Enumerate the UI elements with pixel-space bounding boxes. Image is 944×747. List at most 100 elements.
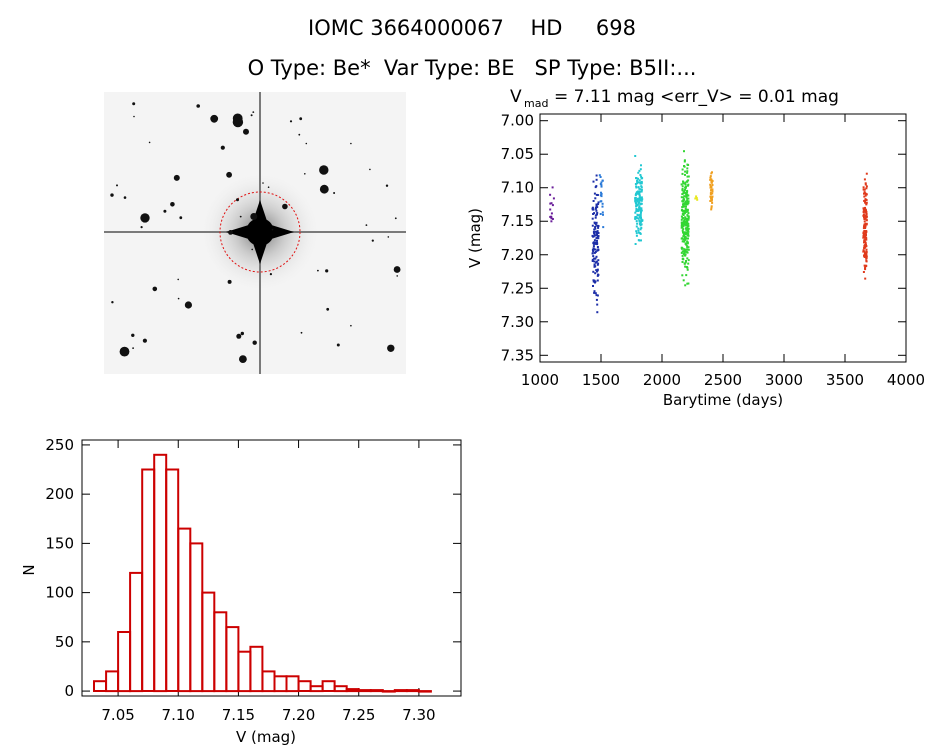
- hist-bar: [129, 571, 144, 693]
- lc-data-point: [680, 237, 683, 240]
- lc-data-point: [684, 183, 687, 186]
- lc-data-point: [864, 244, 867, 246]
- lc-data-point: [709, 192, 712, 194]
- lc-data-point: [687, 218, 690, 221]
- lc-data-point: [635, 185, 638, 188]
- lc-data-point: [594, 216, 597, 219]
- lc-data-point: [684, 173, 686, 176]
- lc-data-point: [865, 213, 868, 215]
- hist-bar: [141, 468, 156, 692]
- lc-data-point: [639, 210, 642, 213]
- lc-data-point: [596, 269, 599, 272]
- lc-data-point: [594, 207, 597, 210]
- lc-data-point: [683, 218, 686, 221]
- lc-data-point: [636, 197, 639, 200]
- star-mark: [298, 133, 301, 136]
- lc-data-point: [683, 248, 686, 251]
- lc-data-point: [683, 160, 686, 163]
- lc-data-point: [686, 194, 689, 197]
- lc-data-point: [682, 279, 685, 282]
- hist-bar: [189, 542, 204, 693]
- hist-bar: [177, 527, 192, 693]
- lc-data-point: [683, 240, 686, 243]
- lc-x-tick-label: 1500: [582, 371, 620, 389]
- lc-data-point: [862, 271, 865, 273]
- lc-data-point: [680, 221, 683, 224]
- lc-data-point: [640, 199, 643, 202]
- lc-data-point: [685, 217, 687, 220]
- lc-data-point: [597, 235, 600, 238]
- lc-data-point: [711, 180, 714, 182]
- lc-data-point: [596, 194, 599, 196]
- lc-data-point: [709, 200, 712, 202]
- lc-title-main: V: [510, 87, 522, 107]
- lc-data-point: [709, 176, 712, 179]
- star-mark: [371, 239, 374, 242]
- lc-plot-frame: [539, 113, 907, 363]
- lc-data-point: [863, 256, 866, 258]
- lc-data-point: [595, 269, 598, 272]
- star-mark: [369, 168, 371, 171]
- lc-data-point: [638, 193, 641, 196]
- lc-data-point: [680, 218, 683, 221]
- lc-data-point: [596, 206, 599, 209]
- lc-data-point: [596, 236, 599, 239]
- chart-title-line2: O Type: Be* Var Type: BE SP Type: B5II:.…: [247, 56, 697, 80]
- lc-x-tick-label: 3500: [826, 371, 864, 389]
- lc-y-tick-label: 7.10: [501, 179, 534, 197]
- star-mark: [305, 142, 308, 145]
- lc-data-point: [638, 187, 641, 190]
- lc-data-point: [680, 183, 683, 186]
- lc-data-point: [686, 189, 689, 192]
- lc-data-point: [695, 195, 698, 198]
- lc-data-point: [594, 227, 597, 230]
- lc-data-point: [684, 235, 686, 238]
- lc-data-point: [685, 237, 688, 240]
- lc-data-point: [711, 192, 714, 195]
- lc-data-point: [681, 193, 684, 196]
- lc-data-point: [640, 175, 643, 178]
- lc-data-point: [597, 262, 600, 265]
- lc-data-point: [865, 264, 868, 267]
- lc-data-point: [681, 188, 684, 190]
- lc-data-point: [634, 197, 637, 200]
- lc-data-point: [864, 214, 867, 217]
- lc-data-point: [592, 247, 595, 250]
- lc-data-point: [638, 194, 641, 197]
- lc-data-point: [709, 193, 712, 196]
- lc-data-point: [593, 222, 596, 225]
- lc-data-point: [596, 303, 599, 306]
- lc-data-point: [634, 216, 637, 218]
- light-curve-chart: V mad = 7.11 mag <err_V> = 0.01 mag 1000…: [466, 87, 925, 409]
- hist-bar: [393, 689, 408, 693]
- lc-y-tick-label: 7.20: [501, 246, 534, 264]
- star-mark: [350, 324, 352, 327]
- lc-data-point: [595, 178, 598, 181]
- lc-data-point: [593, 279, 596, 282]
- lc-data-point: [596, 224, 599, 227]
- lc-data-point: [635, 186, 638, 189]
- lc-data-point: [639, 168, 642, 171]
- lc-x-tick-label: 4000: [887, 371, 925, 389]
- lc-data-point: [865, 248, 868, 251]
- lc-data-point: [635, 210, 638, 213]
- star-mark: [239, 215, 242, 218]
- lc-data-point: [636, 180, 639, 183]
- lc-data-point: [635, 232, 638, 235]
- lc-data-point: [687, 175, 690, 178]
- lc-data-point: [682, 203, 685, 206]
- lc-data-point: [550, 212, 553, 215]
- hist-x-tick-label: 7.10: [162, 706, 195, 724]
- lc-data-point: [596, 211, 599, 214]
- lc-data-point: [680, 223, 683, 226]
- lc-data-point: [594, 241, 597, 244]
- lc-data-point: [592, 208, 595, 211]
- lc-data-point: [637, 201, 640, 204]
- star-mark: [394, 217, 397, 220]
- lc-data-point: [638, 206, 641, 209]
- lc-data-point: [594, 272, 597, 275]
- lc-data-point: [596, 311, 599, 314]
- lc-data-point: [640, 186, 643, 189]
- lc-data-point: [686, 234, 689, 237]
- star-mark: [336, 343, 340, 347]
